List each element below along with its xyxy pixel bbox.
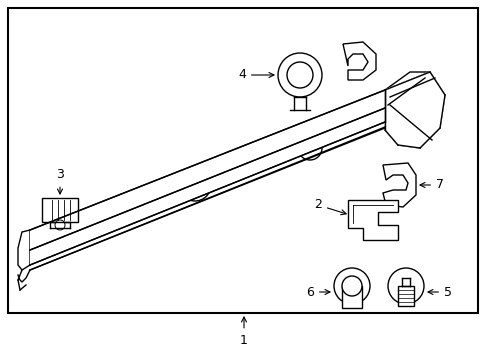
Polygon shape: [384, 72, 429, 108]
Polygon shape: [30, 90, 384, 265]
Text: 2: 2: [313, 198, 346, 215]
Polygon shape: [18, 230, 30, 270]
Polygon shape: [347, 200, 397, 240]
Bar: [397, 286, 413, 306]
Text: 6: 6: [305, 285, 329, 298]
Polygon shape: [42, 198, 78, 222]
Circle shape: [297, 136, 321, 160]
Bar: [341, 286, 361, 308]
Circle shape: [333, 268, 369, 304]
Bar: [8, 8, 477, 313]
Text: 1: 1: [240, 317, 247, 346]
Circle shape: [278, 53, 321, 97]
Polygon shape: [384, 72, 444, 148]
Circle shape: [387, 268, 423, 304]
Polygon shape: [342, 42, 375, 80]
Text: 4: 4: [238, 68, 273, 81]
Circle shape: [179, 169, 210, 201]
Circle shape: [286, 62, 312, 88]
Text: 7: 7: [419, 179, 443, 192]
Polygon shape: [384, 72, 444, 148]
Circle shape: [341, 276, 361, 296]
Circle shape: [55, 220, 65, 230]
Polygon shape: [382, 163, 415, 207]
Polygon shape: [30, 108, 384, 265]
Text: 3: 3: [56, 168, 64, 194]
Text: 5: 5: [427, 285, 451, 298]
